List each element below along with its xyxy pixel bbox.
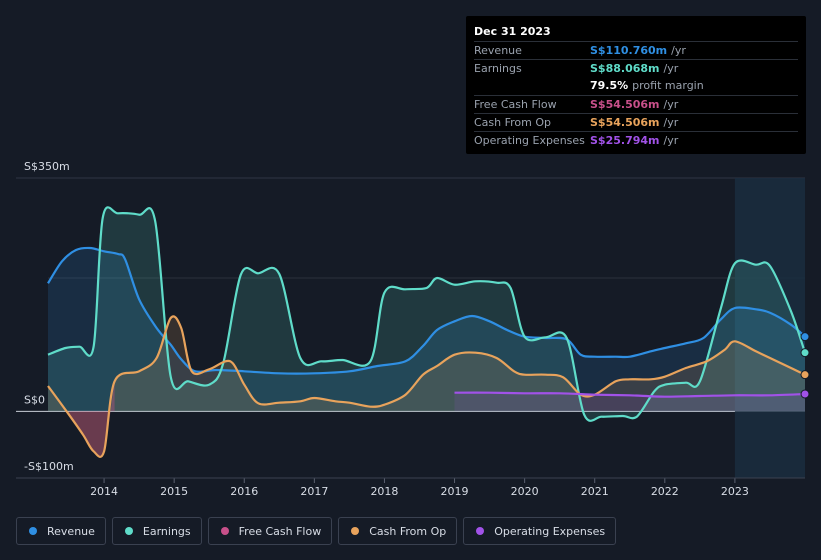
tooltip-panel: Dec 31 2023 Revenue S$110.760m/yr Earnings… — [466, 16, 806, 154]
legend-label: Revenue — [47, 524, 95, 538]
series-areas — [48, 207, 805, 457]
tooltip-row-label: Operating Expenses — [474, 133, 585, 147]
legend-dot-icon — [220, 527, 229, 535]
tooltip-row-unit: /yr — [663, 133, 679, 147]
series-lines — [47, 206, 807, 459]
cash-from-op-area — [48, 316, 805, 457]
legend: Revenue Earnings Free Cash Flow Cash From O… — [16, 517, 617, 545]
legend-label: Operating Expenses — [494, 524, 606, 538]
tooltip-row-unit: /yr — [663, 62, 679, 76]
operating-expenses-area — [454, 392, 805, 412]
legend-item-earnings[interactable]: Earnings — [111, 517, 202, 545]
x-tick-label: 2018 — [370, 485, 398, 498]
y-axis: S$350m S$0 -S$100m — [24, 160, 74, 473]
legend-item-revenue[interactable]: Revenue — [16, 517, 106, 545]
revenue-line — [47, 246, 806, 375]
cash-from-op-line — [47, 315, 806, 459]
x-tick-label: 2019 — [441, 485, 469, 498]
highlight-rect — [734, 178, 805, 478]
revenue-area — [48, 247, 805, 412]
tooltip-row-value: 79.5% — [590, 79, 629, 93]
tooltip-row: 79.5% profit margin — [474, 77, 798, 94]
legend-dot-icon — [124, 527, 133, 535]
tooltip-row: Earnings S$88.068m/yr — [474, 59, 798, 77]
series-end-markers — [800, 332, 810, 399]
legend-dot-icon — [29, 527, 37, 535]
x-tick-label: 2015 — [160, 485, 188, 498]
tooltip-row-unit: /yr — [671, 44, 686, 57]
forecast-highlight-region — [734, 178, 805, 478]
x-tick-label: 2017 — [300, 485, 328, 498]
tooltip-row-label: Cash From Op — [474, 115, 552, 129]
y-tick-label: S$350m — [24, 160, 70, 173]
tooltip-row: Free Cash Flow S$54.506m/yr — [474, 94, 798, 113]
tooltip-row: Cash From Op S$54.506m/yr — [474, 112, 798, 131]
legend-label: Free Cash Flow — [238, 524, 322, 538]
operating-expenses-line — [454, 391, 806, 398]
tooltip-row-unit: /yr — [663, 115, 679, 129]
x-tick-label: 2022 — [651, 485, 679, 498]
tooltip-row: Revenue S$110.760m/yr — [474, 41, 798, 59]
legend-dot-icon — [476, 527, 485, 535]
legend-item-operating-expenses[interactable]: Operating Expenses — [463, 517, 617, 545]
tooltip-row-value: S$110.760m — [590, 44, 668, 57]
cash-from-op-negative-area — [69, 381, 115, 457]
tooltip-date: Dec 31 2023 — [474, 25, 551, 38]
earnings-area — [48, 207, 805, 421]
x-axis: 2014 2015 2016 2017 2018 2019 2020 2021 2022 2023 — [16, 477, 805, 498]
legend-item-cash-from-op[interactable]: Cash From Op — [338, 517, 458, 545]
legend-dot-icon — [351, 527, 360, 535]
x-tick-label: 2016 — [230, 485, 258, 498]
x-tick-label: 2014 — [90, 485, 118, 498]
x-tick-label: 2023 — [721, 485, 749, 498]
legend-label: Earnings — [142, 524, 191, 538]
x-tick-label: 2020 — [511, 485, 539, 498]
tooltip-row-value: S$54.506m — [590, 115, 660, 129]
tooltip-row-label: Revenue — [474, 44, 522, 57]
earnings-line — [47, 206, 807, 422]
y-tick-label: -S$100m — [24, 460, 74, 473]
cash-from-op-end-marker — [800, 370, 810, 380]
earnings-end-marker — [800, 348, 810, 358]
tooltip-row-label: Free Cash Flow — [474, 97, 557, 111]
tooltip-row-value: S$88.068m — [590, 62, 660, 76]
x-tick-label: 2021 — [581, 485, 609, 498]
tooltip-row-value: S$54.506m — [590, 97, 660, 111]
operating-expenses-end-marker — [800, 389, 810, 399]
tooltip-row-label — [474, 77, 590, 94]
legend-item-free-cash-flow[interactable]: Free Cash Flow — [207, 517, 333, 545]
revenue-end-marker — [800, 332, 810, 342]
tooltip-row: Operating Expenses S$25.794m/yr — [474, 130, 798, 149]
legend-label: Cash From Op — [369, 524, 447, 538]
tooltip-row-label: Earnings — [474, 62, 522, 76]
tooltip-row-unit: profit margin — [632, 79, 704, 93]
tooltip-row-unit: /yr — [663, 97, 679, 111]
y-tick-label: S$0 — [24, 393, 45, 406]
tooltip-row-value: S$25.794m — [590, 133, 660, 147]
